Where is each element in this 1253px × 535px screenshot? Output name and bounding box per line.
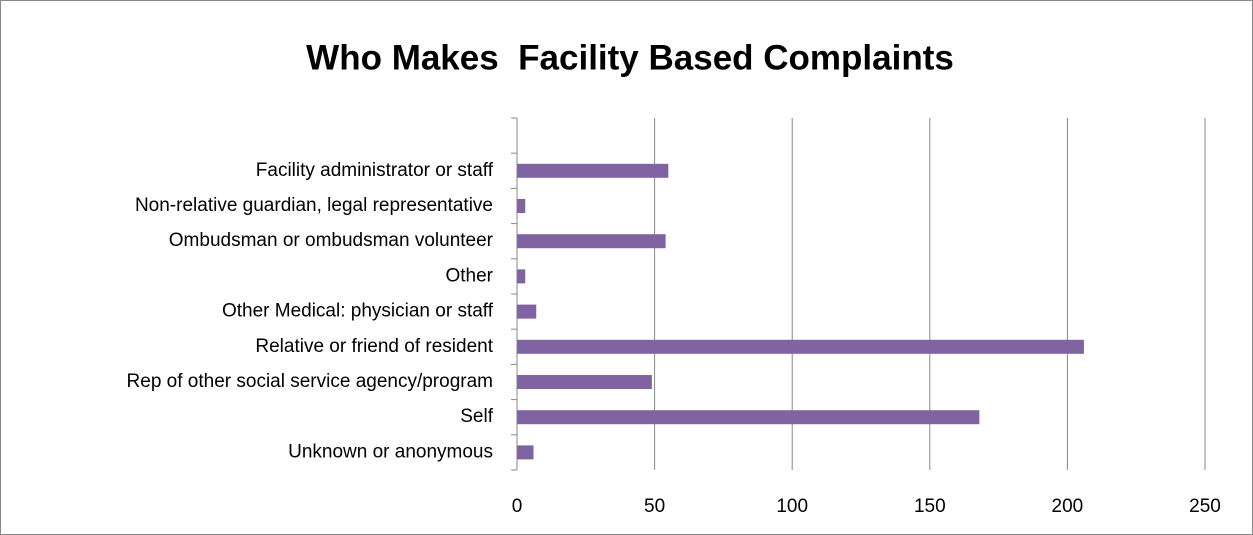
bar <box>517 339 1084 354</box>
y-tick-label: Other Medical: physician or staff <box>222 301 494 322</box>
x-tick-label: 0 <box>512 496 523 517</box>
y-tick-label: Ombudsman or ombudsman volunteer <box>169 230 494 251</box>
bar <box>517 445 534 460</box>
bar <box>517 199 526 213</box>
y-tick-label: Other <box>445 265 493 286</box>
chart-title: Who Makes Facility Based Complaints <box>306 38 954 77</box>
bar <box>517 163 669 178</box>
x-tick-label: 150 <box>914 496 946 517</box>
y-tick-label: Relative or friend of resident <box>255 336 493 357</box>
x-tick-label: 250 <box>1189 496 1221 517</box>
x-tick-label: 100 <box>776 496 808 517</box>
y-tick-label: Unknown or anonymous <box>288 441 493 462</box>
bar <box>517 375 652 389</box>
bar <box>517 410 980 425</box>
y-tick-label: Non-relative guardian, legal representat… <box>135 195 493 216</box>
bar <box>517 269 526 284</box>
bar <box>517 234 666 249</box>
y-tick-label: Self <box>460 406 493 427</box>
y-tick-label: Facility administrator or staff <box>256 160 494 181</box>
x-tick-label: 200 <box>1052 496 1084 517</box>
x-tick-label: 50 <box>644 496 665 517</box>
bar <box>517 304 537 319</box>
y-tick-label: Rep of other social service agency/progr… <box>127 371 493 392</box>
